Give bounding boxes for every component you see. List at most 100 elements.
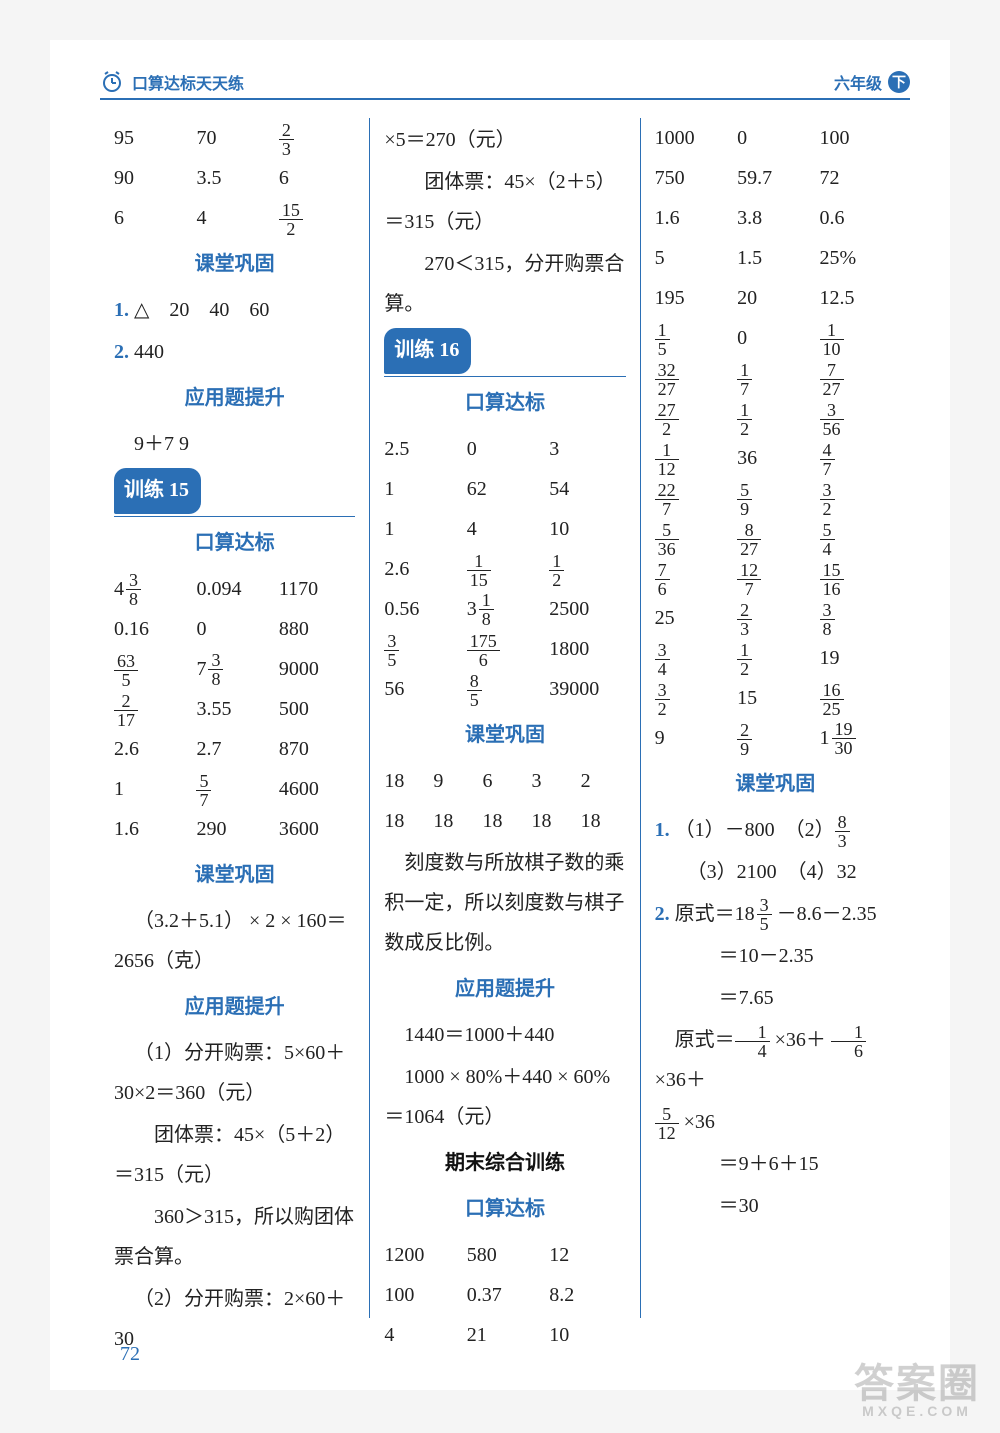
text-line: （2）分开购票：2×60＋30 — [114, 1279, 355, 1359]
grade-label: 六年级 — [834, 70, 882, 94]
answer-cell: 1000 — [655, 118, 731, 158]
answer-cell: 3.5 — [196, 158, 272, 198]
answer-cell: 2.5 — [384, 429, 460, 469]
section-title-kousuan-15: 口算达标 — [114, 523, 355, 563]
answer-cell: 19 — [820, 638, 896, 678]
answer-cell: 56 — [384, 669, 460, 709]
answer-cell: 59.7 — [737, 158, 813, 198]
header-right: 六年级 下 — [834, 70, 910, 94]
section-title-ketang: 课堂巩固 — [114, 244, 355, 284]
answer-cell: 0.16 — [114, 609, 190, 649]
answer-cell: 36 — [737, 438, 813, 478]
yingyong-16-block: 1440＝1000＋4401000 × 80%＋440 × 60%＝1064（元… — [384, 1015, 625, 1137]
header-left: 口算达标天天练 — [100, 70, 244, 94]
answer-cell: 217 — [114, 689, 190, 729]
answer-cell: 750 — [655, 158, 731, 198]
answer-cell: 0 — [467, 429, 543, 469]
answer-cell: 1200 — [384, 1235, 460, 1275]
answer-cell: 580 — [467, 1235, 543, 1275]
train-15-line: 训练 15 — [114, 468, 355, 517]
answer-cell: 34 — [655, 638, 731, 678]
text-line: 512 ×36 — [655, 1102, 896, 1142]
col3-big-grid: 1000010075059.7721.63.80.651.525%1952012… — [655, 118, 896, 758]
watermark-sub: MXQE.COM — [854, 1403, 980, 1419]
answer-cell: 12 — [549, 1235, 625, 1275]
answer-cell: 39000 — [549, 669, 625, 709]
answer-cell: 18 — [581, 801, 626, 841]
answer-cell: 152 — [279, 198, 355, 238]
answer-cell: 9 — [655, 718, 731, 758]
answer-cell: 1800 — [549, 629, 625, 669]
ketang-15-text: （3.2＋5.1） × 2 × 160＝2656（克） — [114, 901, 355, 981]
answer-cell: 4 — [196, 198, 272, 238]
text-line: 原式＝14 ×36＋ 16 ×36＋ — [655, 1020, 896, 1100]
col1-top-grid: 957023903.5664152 — [114, 118, 355, 238]
answer-cell: 6 — [482, 761, 527, 801]
text-line: 1000 × 80%＋440 × 60%＝1064（元） — [384, 1057, 625, 1137]
text-line: 团体票：45×（2＋5）＝315（元） — [384, 162, 625, 242]
text-line: 1440＝1000＋440 — [384, 1015, 625, 1055]
answer-cell: 9000 — [279, 649, 355, 689]
kousuan-16-grid: 2.5031625414102.6115120.5631825003517561… — [384, 429, 625, 709]
answer-cell: 59 — [737, 478, 813, 518]
answer-cell: 54 — [820, 518, 896, 558]
answer-cell: 1.5 — [737, 238, 813, 278]
answer-cell: 1170 — [279, 569, 355, 609]
answer-cell: 5 — [655, 238, 731, 278]
answer-cell: 1 — [384, 469, 460, 509]
answer-cell: 356 — [820, 398, 896, 438]
answer-cell: 880 — [279, 609, 355, 649]
book-title: 口算达标天天练 — [132, 70, 244, 94]
col1-yingyong-line: 9＋7 9 — [114, 424, 355, 464]
answer-cell: 1756 — [467, 629, 543, 669]
text-line: ×5＝270（元） — [384, 120, 625, 160]
list-item: （3）2100 （4）32 — [655, 852, 896, 892]
answer-cell: 47 — [820, 438, 896, 478]
text-line: ＝7.65 — [655, 978, 896, 1018]
answer-cell: 0.37 — [467, 1275, 543, 1315]
text-line: （1）分开购票：5×60＋30×2＝360（元） — [114, 1033, 355, 1113]
section-title-ketang-3: 课堂巩固 — [655, 764, 896, 804]
text-line: 270＜315，分开购票合算。 — [384, 244, 625, 324]
train-16-pill: 训练 16 — [384, 328, 471, 374]
answer-cell: 18 — [433, 801, 478, 841]
answer-cell: 12.5 — [820, 278, 896, 318]
answer-cell: 438 — [114, 569, 190, 609]
section-title-kousuan-16: 口算达标 — [384, 383, 625, 423]
answer-cell: 38 — [820, 598, 896, 638]
answer-cell: 500 — [279, 689, 355, 729]
answer-cell: 12 — [737, 398, 813, 438]
answer-cell: 23 — [737, 598, 813, 638]
answer-cell: 0.094 — [196, 569, 272, 609]
answer-cell: 0 — [737, 118, 813, 158]
kousuan-15-grid: 4380.09411700.16088063573890002173.55500… — [114, 569, 355, 849]
answer-cell: 10 — [549, 1315, 625, 1355]
answer-cell: 635 — [114, 649, 190, 689]
train-16-line: 训练 16 — [384, 328, 625, 377]
answer-cell: 318 — [467, 589, 543, 629]
col2-continuation: ×5＝270（元）团体票：45×（2＋5）＝315（元）270＜315，分开购票… — [384, 120, 625, 324]
answer-cell: 3.8 — [737, 198, 813, 238]
column-2: ×5＝270（元）团体票：45×（2＋5）＝315（元）270＜315，分开购票… — [369, 118, 639, 1318]
yingyong-15-block: （1）分开购票：5×60＋30×2＝360（元）团体票：45×（5＋2）＝315… — [114, 1033, 355, 1359]
answer-cell: 62 — [467, 469, 543, 509]
list-item: 1. （1）－800 （2）83 — [655, 810, 896, 850]
answer-cell: 2500 — [549, 589, 625, 629]
answer-cell: 738 — [196, 649, 272, 689]
section-title-yingyong-15: 应用题提升 — [114, 987, 355, 1027]
answer-cell: 100 — [384, 1275, 460, 1315]
answer-cell: 1 — [114, 769, 190, 809]
answer-cell: 17 — [737, 358, 813, 398]
answer-cell: 72 — [820, 158, 896, 198]
answer-cell: 29 — [737, 718, 813, 758]
answer-cell: 25 — [655, 598, 731, 638]
section-title-ketang-15: 课堂巩固 — [114, 855, 355, 895]
answer-cell: 21 — [467, 1315, 543, 1355]
answer-cell: 1 — [384, 509, 460, 549]
answer-cell: 1.6 — [114, 809, 190, 849]
answer-cell: 100 — [820, 118, 896, 158]
ketang-16-text: 刻度数与所放棋子数的乘积一定，所以刻度数与棋子数成反比例。 — [384, 843, 625, 963]
answer-cell: 70 — [196, 118, 272, 158]
answer-cell: 2 — [581, 761, 626, 801]
text-line: ＝30 — [655, 1186, 896, 1226]
